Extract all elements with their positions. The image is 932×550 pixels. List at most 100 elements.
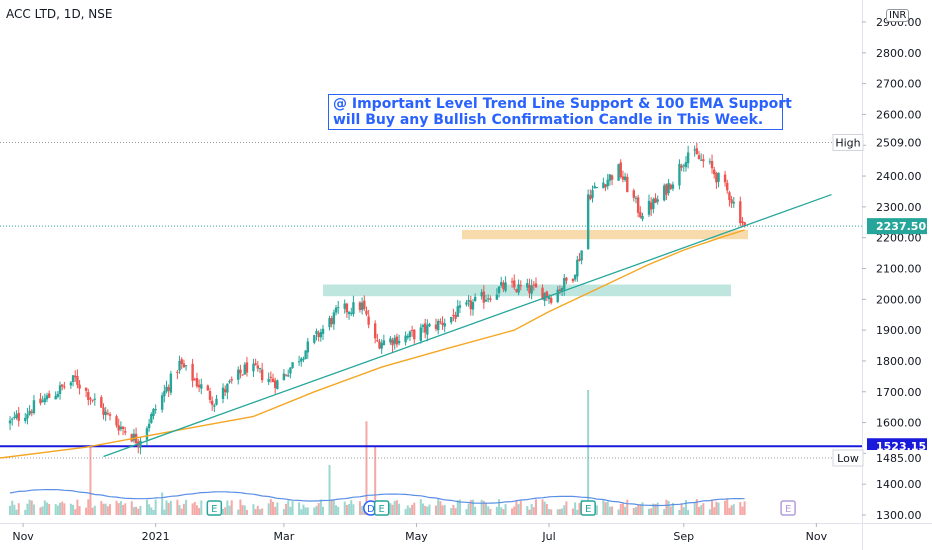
volume-bar xyxy=(154,499,157,515)
volume-bar xyxy=(395,500,398,515)
volume-bar xyxy=(343,501,346,515)
candle-body xyxy=(732,201,735,204)
volume-bar xyxy=(100,501,103,515)
candle xyxy=(365,306,368,317)
candle-body xyxy=(365,310,368,315)
candle xyxy=(732,197,735,208)
volume-bar xyxy=(245,509,248,515)
candle-body xyxy=(378,341,381,349)
volume-bar xyxy=(167,502,170,515)
volume-bar xyxy=(276,502,279,515)
volume-bar xyxy=(571,508,574,515)
volume-bar xyxy=(106,506,109,515)
candle xyxy=(469,295,472,316)
candle-body xyxy=(24,417,27,421)
volume-bar xyxy=(702,503,705,515)
volume-bar xyxy=(404,509,407,515)
candle-body xyxy=(56,393,60,397)
candle xyxy=(139,436,142,455)
event-marker-e[interactable]: E xyxy=(373,500,390,516)
volume-bar xyxy=(500,507,503,515)
candle xyxy=(154,404,157,414)
candle xyxy=(343,299,346,314)
candle xyxy=(363,295,366,312)
candle-body xyxy=(743,222,746,227)
candle-body xyxy=(589,195,592,200)
candle xyxy=(393,334,396,350)
candle-body xyxy=(486,298,490,300)
candle-body xyxy=(167,387,170,391)
candle xyxy=(480,289,483,300)
candle-body xyxy=(456,306,459,317)
candle xyxy=(24,412,27,424)
candle xyxy=(697,151,701,160)
volume-spike xyxy=(328,465,331,515)
y-tick-label: 2200.00 xyxy=(876,232,922,245)
symbol-title[interactable]: ACC LTD, 1D, NSE xyxy=(6,7,113,21)
candle xyxy=(743,221,746,228)
candle xyxy=(245,356,249,377)
annotation-line-1: @ Important Level Trend Line Support & 1… xyxy=(333,96,792,112)
volume-bar xyxy=(15,509,18,515)
volume-bar xyxy=(624,506,627,515)
currency-badge[interactable]: INR xyxy=(886,9,910,22)
candle-body xyxy=(115,416,118,426)
volume-bar xyxy=(687,509,690,515)
candle xyxy=(271,373,275,383)
event-marker-e[interactable]: E xyxy=(206,500,223,516)
y-tick-label: 2400.00 xyxy=(876,170,922,183)
candle-body xyxy=(147,423,151,429)
last-value-box xyxy=(867,218,927,235)
y-tick-label: 2600.00 xyxy=(876,108,922,121)
volume-bar xyxy=(230,500,233,515)
candle xyxy=(634,195,638,204)
candle-body xyxy=(243,364,246,375)
volume-bar xyxy=(678,509,681,515)
volume-bar xyxy=(182,503,185,515)
text-annotation[interactable]: @ Important Level Trend Line Support & 1… xyxy=(328,94,792,130)
candle xyxy=(428,322,431,328)
volume-bar xyxy=(419,499,422,515)
volume-bar xyxy=(604,502,607,515)
volume-bar xyxy=(515,499,518,515)
candle xyxy=(332,309,336,330)
earnings-icon xyxy=(780,500,796,516)
volume-bar xyxy=(711,499,714,515)
candle-body xyxy=(313,335,316,343)
candle xyxy=(13,411,16,420)
candle-body xyxy=(178,361,181,371)
volume-bar xyxy=(178,505,181,515)
candle-body xyxy=(191,363,194,381)
candle-body xyxy=(500,282,503,286)
candle-body xyxy=(617,164,620,181)
volume-bar xyxy=(452,505,455,515)
candle xyxy=(426,319,429,342)
candle xyxy=(206,384,210,391)
candle xyxy=(530,279,533,300)
volume-bar xyxy=(717,502,720,515)
candle-body xyxy=(102,407,105,415)
candle-body xyxy=(730,199,733,204)
volume-bar xyxy=(741,506,744,515)
event-label: E xyxy=(585,504,591,515)
x-tick-label: Nov xyxy=(806,530,828,543)
volume-bar xyxy=(669,506,672,515)
volume-bar xyxy=(639,504,642,515)
candle-body xyxy=(206,385,210,391)
candle-body xyxy=(58,385,62,394)
candle xyxy=(495,288,499,301)
candle-body xyxy=(300,358,303,362)
event-marker-e[interactable]: E xyxy=(780,500,796,516)
candle-body xyxy=(649,202,653,210)
volume-bar xyxy=(137,508,140,515)
volume-bar xyxy=(439,501,442,515)
volume-bar xyxy=(487,506,490,515)
candle xyxy=(228,379,231,384)
event-marker-e[interactable]: E xyxy=(580,500,596,516)
candle-body xyxy=(13,416,16,418)
time-axis[interactable]: Nov 2021 Mar May Jul Sep Nov xyxy=(12,523,828,543)
candle xyxy=(649,197,653,217)
candle-body xyxy=(334,307,338,313)
